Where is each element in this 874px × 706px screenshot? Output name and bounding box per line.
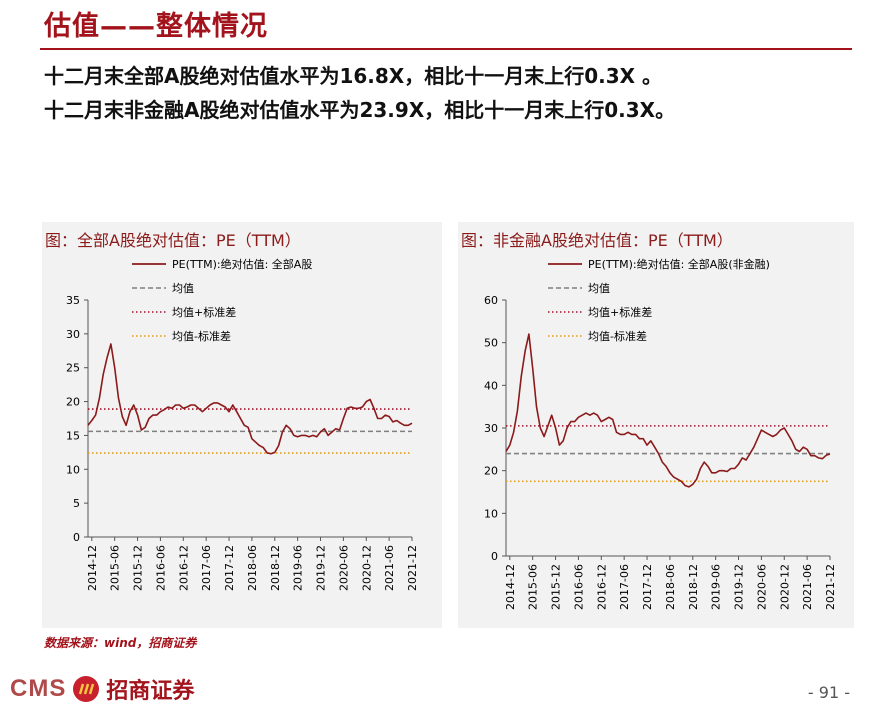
y-tick-label: 10 xyxy=(484,507,498,520)
y-tick-label: 35 xyxy=(66,294,80,307)
x-tick-label: 2015-06 xyxy=(109,545,122,591)
x-tick-label: 2018-06 xyxy=(246,545,259,591)
x-tick-label: 2016-06 xyxy=(572,564,585,610)
x-tick-label: 2019-06 xyxy=(292,545,305,591)
summary-line-1: 十二月末全部A股绝对估值水平为16.8X，相比十一月末上行0.3X 。 xyxy=(44,64,663,88)
x-tick-label: 2017-06 xyxy=(200,545,213,591)
summary-line-2: 十二月末非金融A股绝对估值水平为23.9X，相比十一月末上行0.3X。 xyxy=(44,98,676,122)
y-tick-label: 30 xyxy=(66,328,80,341)
x-tick-label: 2017-12 xyxy=(641,564,654,610)
x-tick-label: 2020-06 xyxy=(755,564,768,610)
x-tick-label: 2015-12 xyxy=(550,564,563,610)
x-tick-label: 2018-12 xyxy=(269,545,282,591)
y-tick-label: 15 xyxy=(66,429,80,442)
chart-title: 图：非金融A股绝对估值：PE（TTM） xyxy=(461,231,733,250)
chart-title: 图：全部A股绝对估值：PE（TTM） xyxy=(45,231,301,250)
x-tick-label: 2016-12 xyxy=(595,564,608,610)
logo-text: CMS xyxy=(10,675,67,702)
y-tick-label: 25 xyxy=(66,362,80,375)
series-line xyxy=(87,343,413,455)
x-tick-label: 2017-12 xyxy=(223,545,236,591)
legend-label: 均值 xyxy=(172,282,194,295)
x-tick-label: 2021-12 xyxy=(406,545,419,591)
y-tick-label: 50 xyxy=(484,337,498,350)
y-tick-label: 10 xyxy=(66,463,80,476)
y-tick-label: 30 xyxy=(484,422,498,435)
legend-label: 均值-标准差 xyxy=(172,329,231,343)
chart-all-a: 0 5 10 15 20 25 30 35 2014-12 2015-06 2015-12 2016-… xyxy=(66,257,419,591)
x-tick-label: 2014-12 xyxy=(504,564,517,610)
x-tick-label: 2019-12 xyxy=(733,564,746,610)
legend-label: 均值+标准差 xyxy=(172,305,236,319)
chart-panel-all-a: 图：全部A股绝对估值：PE（TTM） 0 5 10 15 20 25 30 35 2014-12… xyxy=(42,222,442,628)
x-tick-label: 2016-06 xyxy=(154,545,167,591)
x-tick-label: 2019-12 xyxy=(315,545,328,591)
x-tick-label: 2017-06 xyxy=(618,564,631,610)
x-tick-label: 2016-12 xyxy=(177,545,190,591)
legend-label: 均值+标准差 xyxy=(588,305,652,319)
x-tick-label: 2020-06 xyxy=(337,545,350,591)
x-tick-label: 2021-12 xyxy=(824,564,837,610)
y-tick-label: 5 xyxy=(73,497,80,510)
y-tick-label: 20 xyxy=(66,396,80,409)
chart-non-financial: 0 10 20 30 40 50 60 2014-12 2015-06 2015-12 2016-0… xyxy=(484,257,837,610)
company-logo: CMS 招商证券 xyxy=(10,672,194,706)
y-tick-label: 0 xyxy=(491,550,498,563)
x-tick-label: 2014-12 xyxy=(86,545,99,591)
y-tick-label: 60 xyxy=(484,294,498,307)
x-tick-label: 2020-12 xyxy=(360,545,373,591)
legend-label: 均值-标准差 xyxy=(588,329,647,343)
data-source: 数据来源：wind，招商证券 xyxy=(44,636,197,650)
legend-label: 均值 xyxy=(588,282,610,295)
y-tick-label: 20 xyxy=(484,465,498,478)
y-tick-label: 0 xyxy=(73,531,80,544)
y-tick-label: 40 xyxy=(484,379,498,392)
chart-panel-non-financial: 图：非金融A股绝对估值：PE（TTM） 0 10 20 30 40 50 60 2014-12… xyxy=(458,222,854,628)
title-rule xyxy=(40,48,852,50)
x-tick-label: 2015-12 xyxy=(132,545,145,591)
x-tick-label: 2021-06 xyxy=(383,545,396,591)
legend-label: PE(TTM):绝对估值: 全部A股(非金融) xyxy=(588,257,770,271)
logo-chinese-name: 招商证券 xyxy=(106,679,195,704)
page-title: 估值——整体情况 xyxy=(44,11,268,42)
page-number: - 91 - xyxy=(807,683,850,702)
x-tick-label: 2019-06 xyxy=(710,564,723,610)
x-tick-label: 2018-06 xyxy=(664,564,677,610)
series-line xyxy=(505,333,831,488)
x-tick-label: 2015-06 xyxy=(527,564,540,610)
x-tick-label: 2020-12 xyxy=(778,564,791,610)
legend-label: PE(TTM):绝对估值: 全部A股 xyxy=(172,257,312,271)
x-tick-label: 2021-06 xyxy=(801,564,814,610)
x-tick-label: 2018-12 xyxy=(687,564,700,610)
logo-emblem-icon xyxy=(73,676,100,702)
